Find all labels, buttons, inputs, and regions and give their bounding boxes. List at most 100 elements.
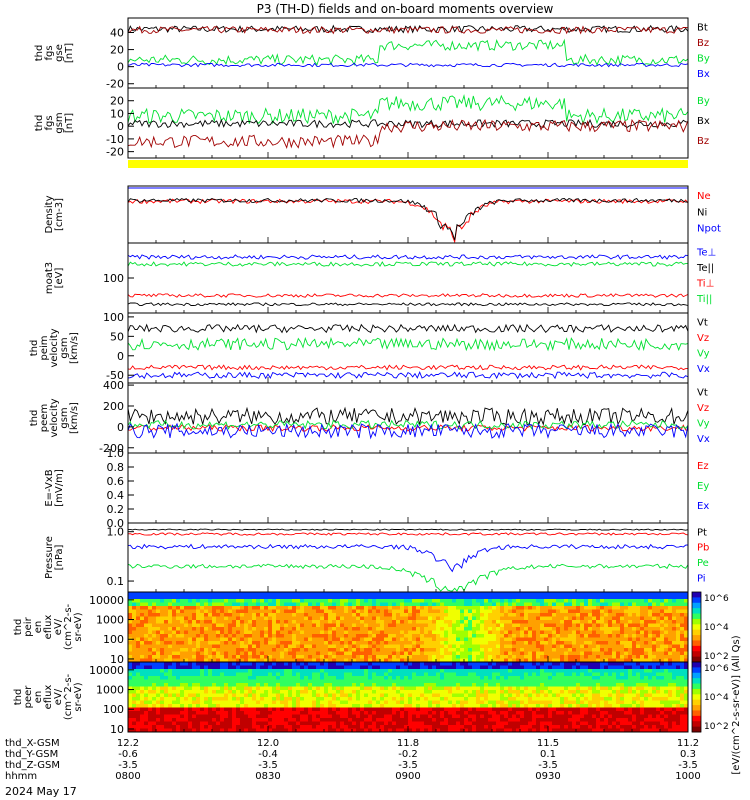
spectrogram-cell: [144, 620, 149, 624]
spectrogram-cell: [280, 665, 285, 670]
spectrogram-cell: [652, 623, 657, 628]
spectrogram-cell: [536, 609, 541, 614]
spectrogram-cell: [604, 658, 609, 663]
spectrogram-cell: [632, 599, 637, 603]
spectrogram-cell: [292, 592, 297, 596]
spectrogram-cell: [412, 602, 417, 607]
spectrogram-cell: [468, 721, 473, 726]
spectrogram-cell: [640, 641, 645, 645]
spectrogram-cell: [168, 606, 173, 610]
spectrogram-cell: [332, 676, 337, 680]
y-tick-label: 10: [110, 107, 124, 120]
spectrogram-cell: [204, 672, 209, 677]
spectrogram-cell: [180, 602, 185, 607]
spectrogram-cell: [480, 641, 485, 645]
spectrogram-cell: [384, 697, 389, 701]
spectrogram-cell: [404, 721, 409, 726]
spectrogram-cell: [528, 613, 533, 617]
spectrogram-cell: [272, 725, 277, 729]
spectrogram-cell: [504, 616, 509, 621]
spectrogram-cell: [292, 707, 297, 712]
spectrogram-cell: [248, 676, 253, 680]
spectrogram-cell: [364, 714, 369, 719]
spectrogram-cell: [136, 704, 141, 708]
legend-Pi: Pi: [697, 573, 706, 584]
legend-Ni: Ni: [697, 207, 707, 218]
spectrogram-cell: [440, 686, 445, 691]
spectrogram-cell: [364, 599, 369, 603]
spectrogram-cell: [476, 630, 481, 635]
spectrogram-cell: [344, 697, 349, 701]
spectrogram-cell: [472, 725, 477, 729]
spectrogram-cell: [424, 725, 429, 729]
spectrogram-cell: [648, 599, 653, 603]
spectrogram-cell: [316, 672, 321, 677]
spectrogram-cell: [364, 693, 369, 698]
spectrogram-cell: [644, 602, 649, 607]
y-axis-label-line: [km/s]: [69, 332, 80, 364]
spectrogram-cell: [168, 599, 173, 603]
spectrogram-cell: [392, 606, 397, 610]
spectrogram-cell: [296, 602, 301, 607]
spectrogram-cell: [156, 686, 161, 691]
spectrogram-cell: [236, 697, 241, 701]
spectrogram-cell: [604, 606, 609, 610]
spectrogram-cell: [264, 651, 269, 656]
spectrogram-cell: [256, 665, 261, 670]
spectrogram-cell: [312, 623, 317, 628]
spectrogram-cell: [304, 620, 309, 624]
spectrogram-cell: [152, 669, 157, 673]
spectrogram-cell: [212, 651, 217, 656]
spectrogram-cell: [264, 595, 269, 600]
spectrogram-cell: [184, 725, 189, 729]
spectrogram-cell: [152, 634, 157, 638]
spectrogram-cell: [284, 662, 289, 666]
spectrogram-cell: [196, 637, 201, 642]
spectrogram-cell: [392, 711, 397, 715]
spectrogram-cell: [676, 658, 681, 663]
spectrogram-cell: [196, 592, 201, 596]
spectrogram-cell: [132, 616, 137, 621]
spectrogram-cell: [264, 707, 269, 712]
spectrogram-cell: [576, 658, 581, 663]
spectrogram-cell: [332, 683, 337, 687]
spectrogram-cell: [240, 707, 245, 712]
spectrogram-cell: [264, 665, 269, 670]
spectrogram-cell: [364, 602, 369, 607]
spectrogram-cell: [592, 644, 597, 649]
spectrogram-cell: [300, 669, 305, 673]
spectrogram-cell: [288, 721, 293, 726]
spectrogram-cell: [428, 602, 433, 607]
spectrogram-cell: [620, 637, 625, 642]
spectrogram-cell: [632, 620, 637, 624]
spectrogram-cell: [636, 602, 641, 607]
spectrogram-cell: [396, 672, 401, 677]
spectrogram-cell: [280, 718, 285, 722]
spectrogram-cell: [464, 679, 469, 684]
spectrogram-cell: [200, 606, 205, 610]
spectrogram-cell: [132, 683, 137, 687]
spectrogram-cell: [140, 718, 145, 722]
spectrogram-cell: [264, 662, 269, 666]
spectrogram-cell: [360, 728, 365, 733]
spectrogram-cell: [240, 606, 245, 610]
spectrogram-cell: [580, 606, 585, 610]
spectrogram-cell: [248, 592, 253, 596]
spectrogram-cell: [400, 683, 405, 687]
spectrogram-cell: [344, 658, 349, 663]
spectrogram-cell: [456, 623, 461, 628]
spectrogram-cell: [508, 630, 513, 635]
spectrogram-cell: [428, 697, 433, 701]
spectrogram-cell: [192, 623, 197, 628]
spectrogram-cell: [596, 602, 601, 607]
spectrogram-cell: [368, 655, 373, 659]
spectrogram-cell: [448, 592, 453, 596]
spectrogram-cell: [248, 693, 253, 698]
spectrogram-cell: [372, 634, 377, 638]
spectrogram-cell: [208, 690, 213, 694]
spectrogram-cell: [232, 718, 237, 722]
spectrogram-cell: [664, 623, 669, 628]
spectrogram-cell: [644, 623, 649, 628]
spectrogram-cell: [492, 623, 497, 628]
spectrogram-cell: [236, 683, 241, 687]
